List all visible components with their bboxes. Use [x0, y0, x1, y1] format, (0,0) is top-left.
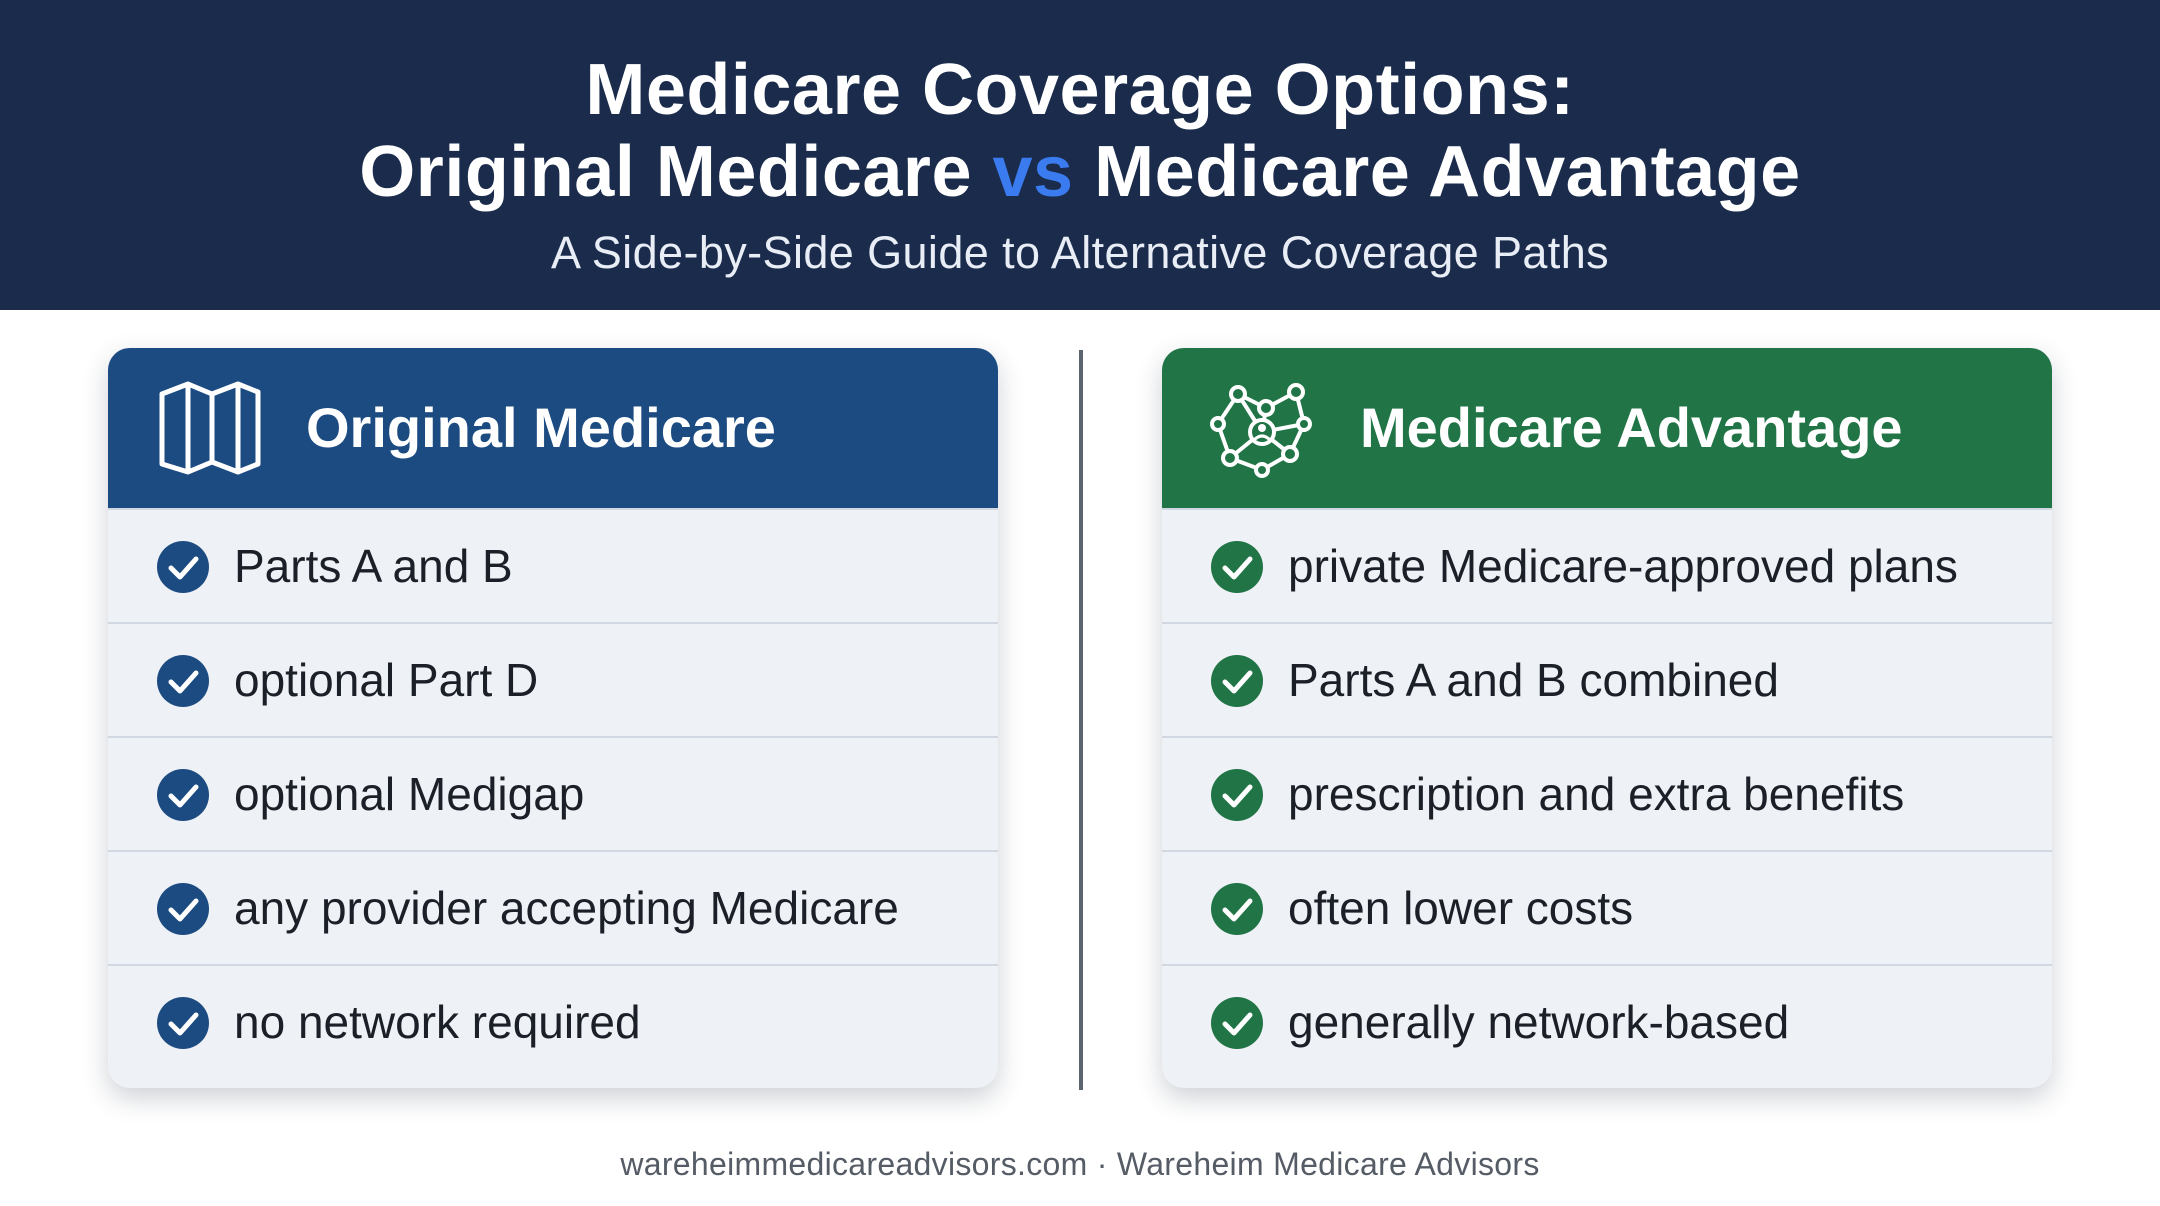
original-item-text: optional Medigap [234, 768, 585, 820]
title-vs: vs [992, 132, 1074, 212]
advantage-item: prescription and extra benefits [1162, 736, 2052, 850]
check-circle-icon [1211, 769, 1263, 821]
original-item: any provider accepting Medicare [108, 850, 998, 964]
page-title-line-2: Original Medicare vs Medicare Advantage [0, 132, 2160, 212]
advantage-item-text: private Medicare-approved plans [1288, 540, 1958, 592]
check-circle-icon [1211, 997, 1263, 1049]
original-item-text: Parts A and B [234, 540, 513, 592]
check-circle-icon [1211, 541, 1263, 593]
original-item-text: optional Part D [234, 654, 539, 706]
check-circle-icon [157, 655, 209, 707]
check-circle-icon [1211, 883, 1263, 935]
medicare-advantage-title: Medicare Advantage [1360, 396, 1903, 459]
original-medicare-title: Original Medicare [306, 396, 776, 459]
title-original-medicare: Original Medicare [359, 132, 972, 212]
map-icon [159, 381, 261, 475]
check-circle-icon [157, 769, 209, 821]
footer-attribution: wareheimmedicareadvisors.com · Wareheim … [620, 1146, 1540, 1182]
page-title-line-1: Medicare Coverage Options: [585, 50, 1575, 130]
original-item: Parts A and B [108, 508, 998, 622]
original-item: optional Part D [108, 622, 998, 736]
network-icon [1210, 383, 1312, 478]
column-divider [1079, 350, 1083, 1090]
original-item: optional Medigap [108, 736, 998, 850]
advantage-item: private Medicare-approved plans [1162, 508, 2052, 622]
advantage-item: generally network-based [1162, 964, 2052, 1078]
header-banner: Medicare Coverage Options: Original Medi… [0, 0, 2160, 310]
page-subtitle: A Side-by-Side Guide to Alternative Cove… [550, 227, 1610, 278]
advantage-item-text: generally network-based [1288, 996, 1790, 1048]
original-item-text: no network required [234, 996, 641, 1048]
check-circle-icon [157, 541, 209, 593]
advantage-item-text: Parts A and B combined [1288, 654, 1779, 706]
advantage-item-text: often lower costs [1288, 882, 1634, 934]
advantage-item: Parts A and B combined [1162, 622, 2052, 736]
medicare-advantage-header: Medicare Advantage [1162, 348, 2052, 508]
medicare-advantage-card: Medicare Advantage private Medicare-appr… [1162, 348, 2052, 1088]
original-medicare-card: Original Medicare Parts A and B optional… [108, 348, 998, 1088]
original-medicare-header: Original Medicare [108, 348, 998, 508]
check-circle-icon [1211, 655, 1263, 707]
original-item: no network required [108, 964, 998, 1078]
check-circle-icon [157, 997, 209, 1049]
advantage-item-text: prescription and extra benefits [1288, 768, 1905, 820]
check-circle-icon [157, 883, 209, 935]
advantage-item: often lower costs [1162, 850, 2052, 964]
title-medicare-advantage: Medicare Advantage [1094, 132, 1801, 212]
original-item-text: any provider accepting Medicare [234, 882, 899, 934]
